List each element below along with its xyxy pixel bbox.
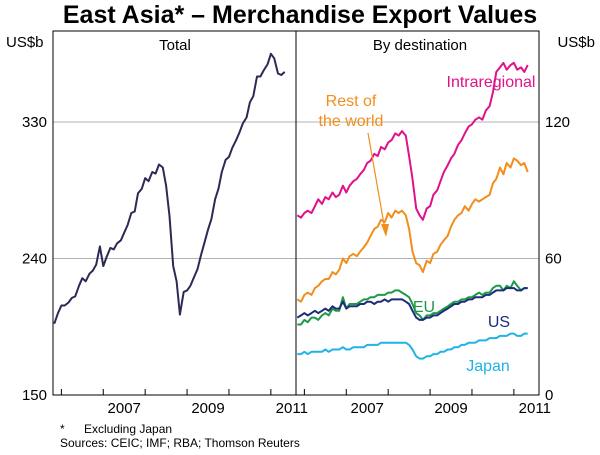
rest-of-world-pointer-line — [367, 132, 386, 231]
series-label-us: US — [488, 314, 510, 331]
series-lines — [53, 52, 529, 360]
x-tick-label-destination: 2011 — [519, 400, 551, 417]
y-tick-label-right: 0 — [545, 387, 553, 404]
series-line-eu — [297, 280, 528, 326]
footnote-marker: * — [60, 422, 65, 436]
series-line-japan — [297, 332, 528, 360]
y-tick-label-left: 150 — [22, 387, 47, 404]
x-tick-label-total: 2009 — [191, 400, 224, 417]
y-axis-unit-right: US$b — [557, 34, 595, 51]
series-label-the-world: the world — [319, 113, 384, 130]
sources-note: Sources: CEIC; IMF; RBA; Thomson Reuters — [60, 436, 300, 450]
rest-of-world-pointer-arrowhead — [381, 224, 389, 237]
tick-marks — [60, 389, 515, 395]
series-line-total — [53, 52, 286, 325]
y-axis-unit-left: US$b — [6, 34, 44, 51]
x-tick-label-destination: 2009 — [434, 400, 467, 417]
series-label-eu: EU — [413, 299, 435, 316]
panel-title-by-destination: By destination — [373, 37, 467, 54]
footnote-text: Excluding Japan — [84, 422, 173, 436]
chart-title: East Asia* – Merchandise Export Values — [62, 1, 538, 29]
series-label-intraregional: Intraregional — [447, 74, 536, 91]
y-tick-label-left: 240 — [22, 251, 47, 268]
series-label-japan: Japan — [466, 358, 510, 375]
x-tick-label-total: 2011 — [276, 400, 308, 417]
footnote: * Excluding Japan — [60, 422, 172, 436]
series-label-rest-of: Rest of — [326, 93, 377, 110]
y-tick-label-right: 120 — [545, 114, 570, 131]
y-tick-label-right: 60 — [545, 251, 562, 268]
series-line-rest-of-the-world — [296, 157, 529, 303]
series-line-intraregional — [296, 61, 529, 221]
panel-title-total: Total — [159, 37, 191, 54]
x-tick-label-destination: 2007 — [351, 400, 384, 417]
series-line-us — [296, 287, 528, 321]
x-tick-label-total: 2007 — [108, 400, 141, 417]
y-tick-label-left: 330 — [22, 114, 47, 131]
